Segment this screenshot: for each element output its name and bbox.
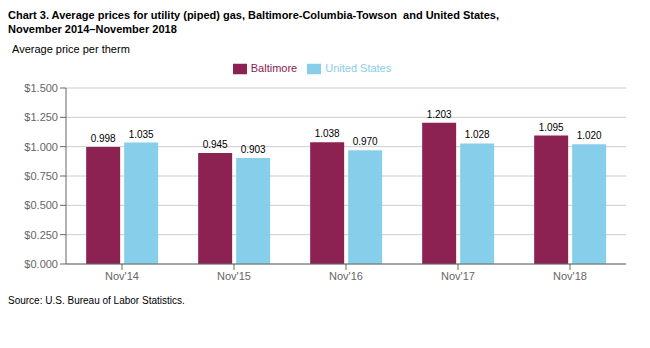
svg-text:1.203: 1.203 [427,109,452,120]
svg-text:0.998: 0.998 [91,133,116,144]
html-text:Chart 3. Average prices for ut: Chart 3. Average prices for utility (pip… [8,9,499,21]
svg-text:Nov'15: Nov'15 [217,270,251,282]
svg-text:$0.500: $0.500 [24,199,58,211]
svg-text:0.945: 0.945 [203,139,228,150]
svg-text:$0.250: $0.250 [24,229,58,241]
svg-text:1.038: 1.038 [315,128,340,139]
svg-text:$1.000: $1.000 [24,141,58,153]
html-text:November 2014–November 2018: November 2014–November 2018 [8,23,177,35]
svg-text:1.028: 1.028 [465,129,490,140]
svg-text:Nov'16: Nov'16 [329,270,363,282]
svg-text:Nov'14: Nov'14 [105,270,139,282]
html-text:Baltimore: Baltimore [250,62,298,74]
svg-text:1.020: 1.020 [577,130,602,141]
svg-text:$0.750: $0.750 [24,170,58,182]
html-text:Average price per therm: Average price per therm [12,43,130,55]
html-text:Source: U.S. Bureau of Labor S: Source: U.S. Bureau of Labor Statistics. [8,295,185,306]
svg-text:$1.250: $1.250 [24,111,58,123]
svg-text:$1.500: $1.500 [24,82,58,94]
svg-text:$0.000: $0.000 [24,258,58,270]
html-text:United States: United States [325,62,392,74]
svg-text:Nov'18: Nov'18 [553,270,587,282]
svg-text:Nov'17: Nov'17 [441,270,475,282]
svg-text:0.903: 0.903 [241,144,266,155]
svg-text:1.095: 1.095 [539,122,564,133]
svg-text:0.970: 0.970 [353,136,378,147]
svg-text:1.035: 1.035 [129,129,154,140]
